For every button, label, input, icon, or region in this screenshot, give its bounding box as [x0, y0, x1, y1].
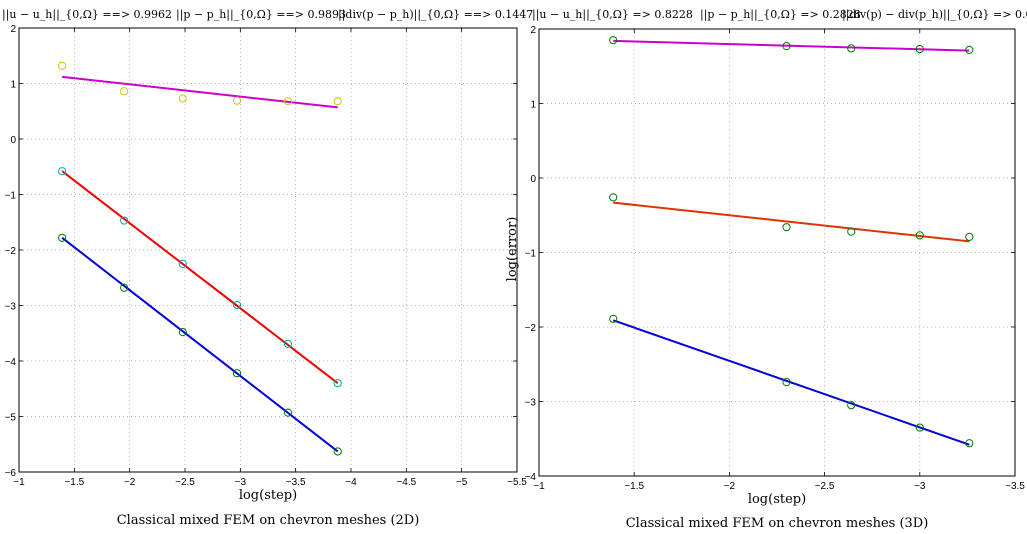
right-series-1-point: [609, 193, 618, 202]
right-series-0-point: [965, 45, 974, 54]
left-series-1-point: [120, 216, 129, 225]
left-y-tick-label: −1: [5, 191, 17, 202]
right-series-0-point: [847, 44, 856, 53]
left-series-2-point: [178, 328, 187, 337]
right-series-2-point: [965, 439, 974, 448]
left-series-0-fit-line: [62, 75, 338, 109]
left-header-u: ||u − u_h||_{0,Ω} ==> 0.9962: [2, 8, 172, 22]
right-series-2-point: [915, 423, 924, 432]
left-series-2-fit-line: [61, 236, 339, 453]
right-series-1-point: [847, 227, 856, 236]
right-series-2-fit-line: [612, 319, 970, 446]
left-series-0-point: [58, 61, 67, 70]
right-y-tick-label: −4: [525, 472, 537, 483]
left-x-tick-label: −3.5: [286, 477, 306, 488]
left-series-2-point: [232, 369, 242, 378]
right-caption: Classical mixed FEM on chevron meshes (3…: [626, 516, 929, 531]
right-x-tick-label: −2.5: [815, 481, 835, 492]
left-series-2-point: [283, 408, 293, 417]
left-x-tick-label: −4: [345, 477, 357, 488]
left-series-0-point: [283, 97, 293, 106]
right-series-1-fit-line: [613, 201, 970, 243]
right-header-u: ||u − u_h||_{0,Ω} => 0.8228: [532, 8, 693, 22]
left-series-2-point: [333, 447, 342, 456]
right-series-0-point: [609, 36, 618, 45]
left-caption: Classical mixed FEM on chevron meshes (2…: [117, 513, 420, 528]
left-series-1-point: [232, 300, 242, 310]
right-y-tick-label: 0: [530, 174, 536, 185]
left-series-1-fit-line: [61, 170, 339, 384]
right-series-2-point: [609, 314, 618, 323]
left-x-tick-label: −1: [13, 477, 25, 488]
left-y-tick-label: −4: [5, 357, 17, 368]
right-series-0-point: [782, 42, 791, 51]
left-x-tick-label: −5.5: [507, 477, 527, 488]
right-x-tick-label: −1: [533, 481, 545, 492]
left-series-0-point: [120, 87, 129, 96]
left-series-0-point: [232, 96, 242, 105]
left-series-2-point: [120, 283, 129, 292]
left-plot: −1 −1.5 −2 −2.5 −3 −3.5 −4 −4.5 −5 −5.5 −6 −5 −4 −3 −2…: [5, 24, 528, 488]
right-y-tick-label: −3: [525, 398, 537, 409]
left-y-tick-label: −3: [5, 302, 17, 313]
right-ylabel: log(error): [505, 217, 520, 282]
left-y-tick-label: −2: [5, 246, 17, 257]
right-series-2-point: [782, 378, 791, 387]
left-series-1-point: [333, 379, 342, 388]
left-series-2-point: [58, 233, 67, 242]
left-y-tick-label: −6: [5, 468, 17, 479]
right-plot: −1 −1.5 −2 −2.5 −3 −3.5 −4 −3 −2 −1 0 1 2: [525, 25, 1026, 492]
left-x-tick-label: −2.5: [175, 477, 195, 488]
left-series-1-point: [283, 339, 293, 348]
right-x-tick-label: −3.5: [1005, 481, 1025, 492]
left-header-p: ||p − p_h||_{0,Ω} ==> 0.9893: [176, 8, 346, 22]
right-x-tick-label: −3: [914, 481, 926, 492]
left-x-tick-label: −4.5: [396, 477, 416, 488]
right-y-tick-label: −1: [525, 249, 537, 260]
right-series-1-point: [782, 223, 791, 232]
left-y-tick-label: 1: [10, 80, 16, 91]
left-x-tick-label: −3: [235, 477, 247, 488]
left-x-tick-label: −1.5: [64, 477, 84, 488]
left-y-tick-label: 0: [10, 135, 16, 146]
right-y-tick-label: 2: [530, 25, 536, 36]
right-series-0-fit-line: [613, 39, 970, 52]
left-series-0-point: [178, 94, 187, 103]
right-y-tick-label: −2: [525, 323, 537, 334]
left-y-tick-label: 2: [10, 24, 16, 35]
right-series-0-point: [915, 45, 924, 54]
right-header-div: ||div(p) − div(p_h)||_{0,Ω} => 0.0721: [842, 8, 1027, 22]
right-series-1-point: [915, 231, 924, 240]
left-header-div: ||div(p − p_h)||_{0,Ω} ==> 0.1447: [338, 8, 533, 22]
left-series-0-point: [333, 97, 342, 106]
right-header-p: ||p − p_h||_{0,Ω} => 0.2828: [700, 8, 861, 22]
left-x-tick-label: −5: [456, 477, 468, 488]
right-series-2-point: [847, 401, 856, 410]
right-x-tick-label: −2: [724, 481, 736, 492]
right-y-tick-label: 1: [530, 100, 536, 111]
left-x-tick-label: −2: [124, 477, 136, 488]
right-xlabel: log(step): [748, 492, 806, 507]
left-xlabel: log(step): [239, 488, 297, 503]
right-x-tick-label: −1.5: [624, 481, 644, 492]
right-series-1-point: [965, 232, 974, 241]
left-series-1-point: [58, 167, 67, 176]
left-series-1-point: [178, 259, 187, 268]
left-y-tick-label: −5: [5, 413, 17, 424]
